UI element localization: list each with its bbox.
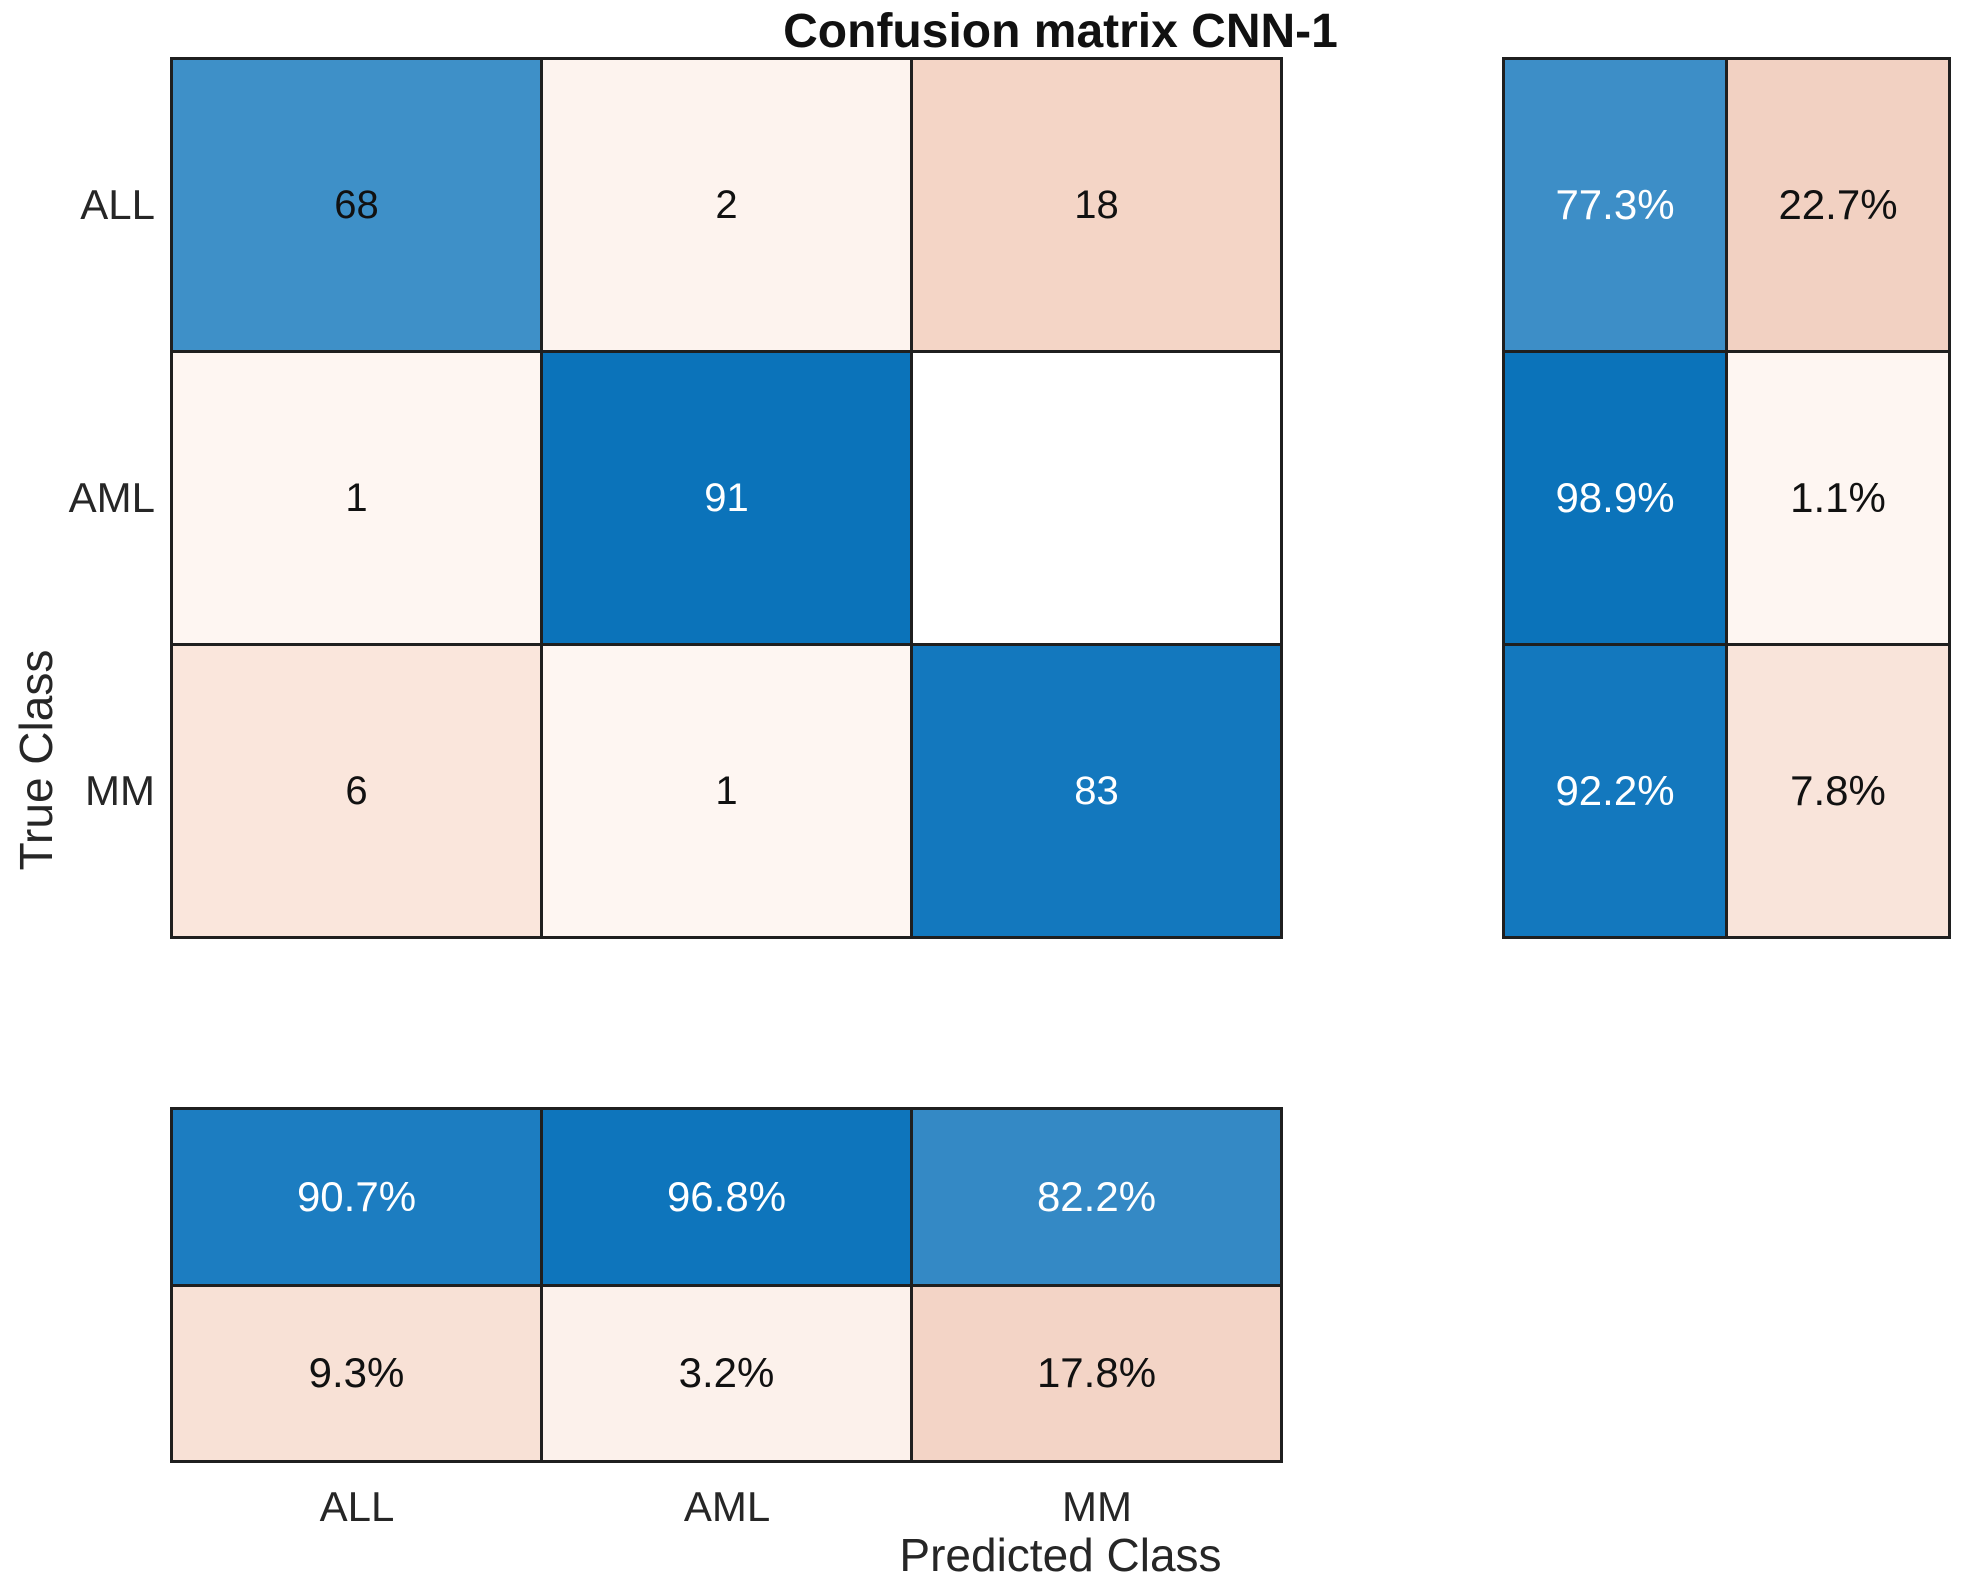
row-summary-incorrect-MM: 7.8% xyxy=(1728,646,1948,936)
x-tick-AML: AML xyxy=(683,1483,771,1530)
column-summary-grid: 90.7% 96.8% 82.2% 9.3% 3.2% 17.8% xyxy=(170,1107,1283,1463)
matrix-cell-true-MM-pred-MM: 83 xyxy=(913,646,1280,936)
y-tick-AML: AML xyxy=(68,474,155,521)
row-summary-incorrect-AML: 1.1% xyxy=(1728,353,1948,643)
matrix-cell-true-ALL-pred-ALL: 68 xyxy=(173,60,540,350)
x-tick-ALL: ALL xyxy=(319,1483,395,1530)
y-tick-MM: MM xyxy=(85,767,155,814)
y-tick-ALL: ALL xyxy=(80,181,155,228)
matrix-cell-true-ALL-pred-AML: 2 xyxy=(543,60,910,350)
row-summary-grid: 77.3% 22.7% 98.9% 1.1% 92.2% 7.8% xyxy=(1502,57,1951,939)
x-tick-MM: MM xyxy=(1062,1483,1132,1530)
matrix-cell-true-AML-pred-MM xyxy=(913,353,1280,643)
chart-title: Confusion matrix CNN-1 xyxy=(783,5,1338,58)
row-summary-correct-AML: 98.9% xyxy=(1505,353,1725,643)
matrix-cell-true-AML-pred-AML: 91 xyxy=(543,353,910,643)
matrix-cell-true-ALL-pred-MM: 18 xyxy=(913,60,1280,350)
col-summary-incorrect-AML: 3.2% xyxy=(543,1286,910,1460)
row-summary-correct-MM: 92.2% xyxy=(1505,646,1725,936)
matrix-cell-true-MM-pred-ALL: 6 xyxy=(173,646,540,936)
col-summary-correct-AML: 96.8% xyxy=(543,1110,910,1284)
col-summary-correct-ALL: 90.7% xyxy=(173,1110,540,1284)
col-summary-incorrect-ALL: 9.3% xyxy=(173,1286,540,1460)
row-summary-incorrect-ALL: 22.7% xyxy=(1728,60,1948,350)
x-axis-label: Predicted Class xyxy=(899,1529,1222,1581)
row-summary-correct-ALL: 77.3% xyxy=(1505,60,1725,350)
matrix-cell-true-MM-pred-AML: 1 xyxy=(543,646,910,936)
confusion-matrix-grid: 68 2 18 1 91 6 1 83 xyxy=(170,57,1283,939)
y-axis-label: True Class xyxy=(10,649,62,871)
col-summary-correct-MM: 82.2% xyxy=(913,1110,1280,1284)
matrix-cell-true-AML-pred-ALL: 1 xyxy=(173,353,540,643)
col-summary-incorrect-MM: 17.8% xyxy=(913,1286,1280,1460)
